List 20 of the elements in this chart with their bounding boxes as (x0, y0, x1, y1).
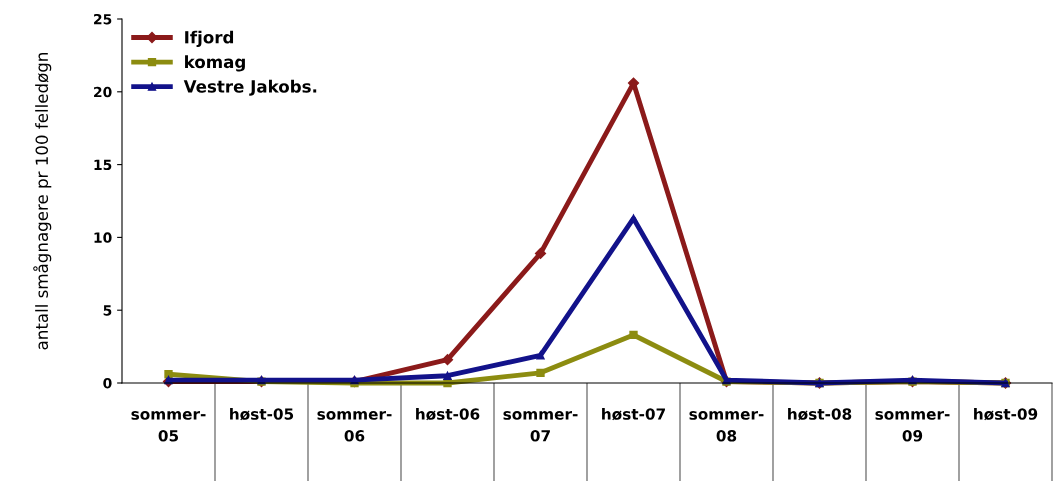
x-tick-label: høst-08 (788, 408, 852, 421)
x-tick-label: sommer- 09 (875, 411, 950, 442)
x-tick-label: høst-07 (602, 408, 665, 421)
x-tick-label: høst-06 (416, 408, 480, 421)
y-axis-title: antall smågnagere pr 100 felledøgn (33, 53, 52, 350)
x-tick-label: sommer- 08 (689, 411, 764, 442)
legend-label: komag (185, 55, 245, 72)
legend-label: Ifjord (185, 30, 234, 47)
x-tick-label: sommer- 05 (131, 411, 206, 442)
y-tick-label: 25 (94, 13, 112, 25)
y-tick-label: 0 (103, 377, 112, 389)
x-tick-label: sommer- 07 (503, 411, 578, 442)
x-tick-label: sommer- 06 (317, 411, 392, 442)
y-tick-label: 15 (94, 159, 112, 171)
x-tick-label: høst-05 (230, 408, 294, 421)
x-tick-label: høst-09 (974, 408, 1038, 421)
y-tick-label: 10 (94, 232, 112, 243)
legend-label: Vestre Jakobs. (183, 79, 317, 96)
y-tick-label: 20 (94, 86, 112, 98)
y-tick-label: 5 (103, 305, 112, 316)
